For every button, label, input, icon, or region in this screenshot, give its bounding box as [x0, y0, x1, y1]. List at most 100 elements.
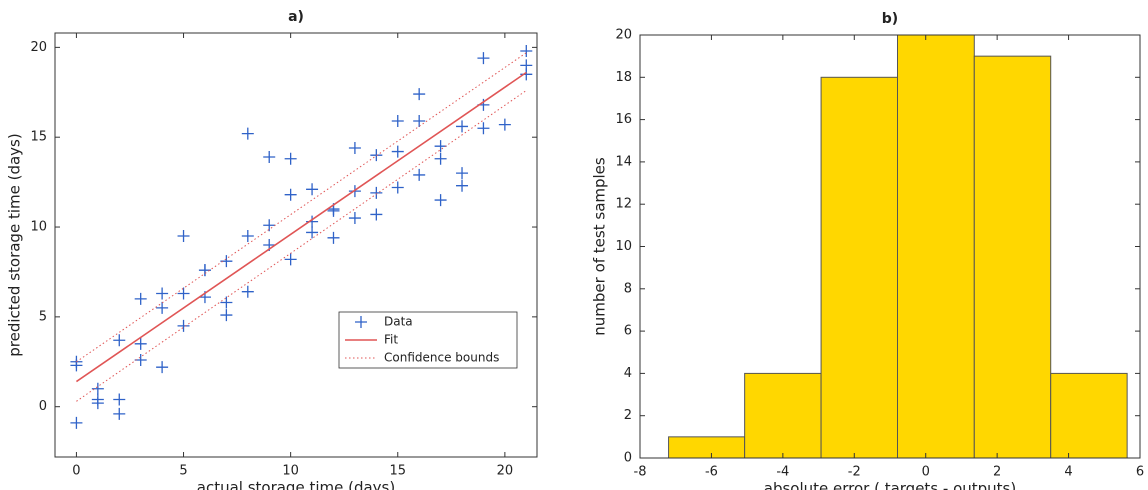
data-point [220, 309, 233, 322]
data-point [413, 168, 426, 181]
x-tick-label: 6 [1136, 465, 1144, 480]
x-tick-label: -6 [705, 465, 718, 480]
legend-label: Fit [384, 333, 398, 347]
y-tick-label: 16 [615, 112, 632, 127]
x-tick-label: 0 [72, 464, 80, 479]
data-point [456, 179, 469, 192]
panel: -8 -6 -4 -2 0 2 4 6 0 2 4 6 8 10 12 14 16 18 20 b) absolute … [591, 11, 1145, 490]
y-tick-label: 0 [39, 399, 47, 414]
data-point [177, 287, 190, 300]
data-point [327, 231, 340, 244]
y-tick-label: 2 [624, 408, 632, 423]
data-point [241, 285, 254, 298]
y-axis-label: number of test samples [591, 157, 609, 336]
data-point [70, 416, 83, 429]
data-point [134, 292, 147, 305]
data-point [520, 44, 533, 57]
y-tick-label: 20 [615, 28, 632, 43]
data-point [434, 140, 447, 153]
data-point [434, 152, 447, 165]
data-point [113, 407, 126, 420]
data-point [134, 337, 147, 350]
data-point [284, 188, 297, 201]
data-point [113, 334, 126, 347]
legend-label: Confidence bounds [384, 351, 499, 365]
data-point [498, 118, 511, 131]
y-tick-label: 12 [615, 197, 632, 212]
data-point [177, 319, 190, 332]
data-point [391, 145, 404, 158]
y-tick-label: 14 [615, 154, 632, 169]
histogram-bar [897, 34, 975, 459]
x-tick-label: -4 [776, 465, 789, 480]
histogram-bar [668, 436, 746, 459]
y-tick-label: 10 [615, 239, 632, 254]
data-point [413, 88, 426, 101]
y-tick-label: 4 [624, 366, 632, 381]
data-point [91, 393, 104, 406]
y-tick-label: 18 [615, 70, 632, 85]
x-tick-label: 2 [993, 465, 1001, 480]
data-point [370, 208, 383, 221]
data-point [70, 355, 83, 368]
data-point [348, 141, 361, 154]
data-point [177, 230, 190, 243]
x-axis-label: actual storage time (days) [197, 479, 395, 490]
fit-line [75, 71, 527, 383]
data-point [263, 150, 276, 163]
axes-frame [54, 32, 538, 458]
histogram-bar [1050, 372, 1128, 459]
x-tick-label: -8 [634, 465, 647, 480]
x-tick-label: 4 [1064, 465, 1072, 480]
data-point [156, 287, 169, 300]
x-tick-label: 0 [922, 465, 930, 480]
confidence-bound [76, 90, 527, 402]
histogram-bar [973, 55, 1052, 459]
data-point [391, 181, 404, 194]
chart-title: b) [882, 11, 898, 27]
data-point [113, 393, 126, 406]
data-point [220, 296, 233, 309]
y-tick-label: 8 [624, 281, 632, 296]
y-tick-label: 15 [30, 130, 47, 145]
y-tick-label: 5 [39, 309, 47, 324]
x-axis-label: absolute error ( targets - outputs) [764, 480, 1016, 490]
histogram-bar [744, 372, 822, 459]
data-point [370, 186, 383, 199]
data-point [477, 122, 490, 135]
x-tick-label: 5 [179, 464, 187, 479]
data-point [156, 301, 169, 314]
histogram-bar [820, 76, 898, 459]
legend-marker [355, 316, 367, 328]
y-tick-label: 20 [30, 40, 47, 55]
y-tick-label: 6 [624, 324, 632, 339]
data-point [477, 52, 490, 65]
data-point [456, 167, 469, 180]
data-point [284, 253, 297, 266]
data-point [413, 115, 426, 128]
data-point [241, 127, 254, 140]
data-point [327, 204, 340, 217]
y-tick-label: 0 [624, 451, 632, 466]
data-point [456, 120, 469, 133]
x-tick-label: -2 [848, 465, 861, 480]
data-point [156, 361, 169, 374]
data-point [348, 212, 361, 225]
y-axis-label: predicted storage time (days) [6, 133, 24, 356]
x-tick-label: 20 [497, 464, 514, 479]
data-point [263, 219, 276, 232]
plot-area [55, 33, 537, 457]
legend-label: Data [384, 315, 413, 329]
data-point [306, 226, 319, 239]
confidence-bound [76, 52, 527, 363]
panel: Data Fit Confidence bounds 0 5 10 15 20 0 5 10 15 20… [6, 9, 538, 490]
data-point [284, 152, 297, 165]
x-tick-label: 15 [389, 464, 406, 479]
data-point [306, 183, 319, 196]
data-point [391, 115, 404, 128]
data-point [241, 230, 254, 243]
chart-title: a) [288, 9, 304, 25]
y-tick-label: 10 [30, 220, 47, 235]
data-point [434, 194, 447, 207]
